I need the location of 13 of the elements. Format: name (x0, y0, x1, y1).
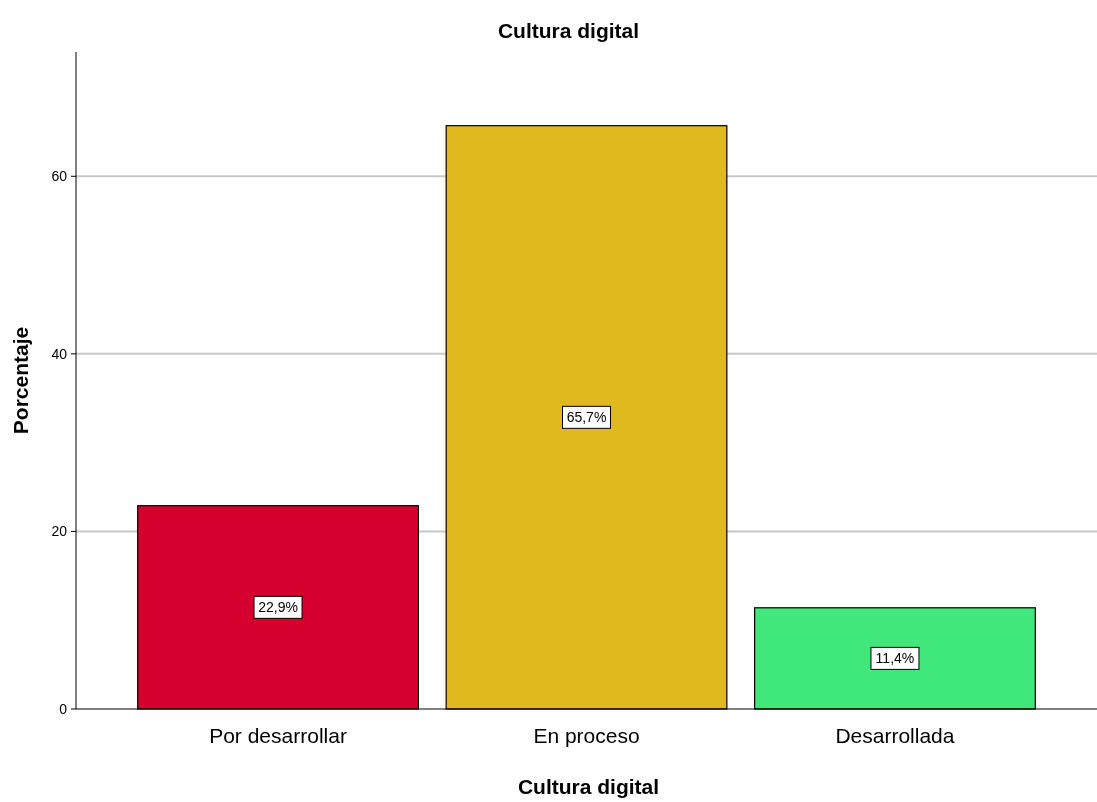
y-axis-title: Porcentaje (9, 326, 32, 435)
data-label: 22,9% (258, 599, 298, 616)
x-axis-title: Cultura digital (517, 775, 660, 798)
y-tick-label: 20 (51, 523, 68, 540)
x-tick-label: Por desarrollar (209, 724, 347, 747)
y-tick-label: 0 (59, 700, 68, 717)
data-label: 11,4% (875, 650, 915, 667)
x-tick-label: Desarrollada (835, 724, 955, 747)
data-label: 65,7% (566, 409, 607, 426)
chart-title: Cultura digital (497, 19, 640, 42)
x-tick-label: En proceso (533, 724, 640, 747)
y-tick-label: 40 (51, 345, 68, 362)
y-tick-label: 60 (51, 168, 68, 185)
